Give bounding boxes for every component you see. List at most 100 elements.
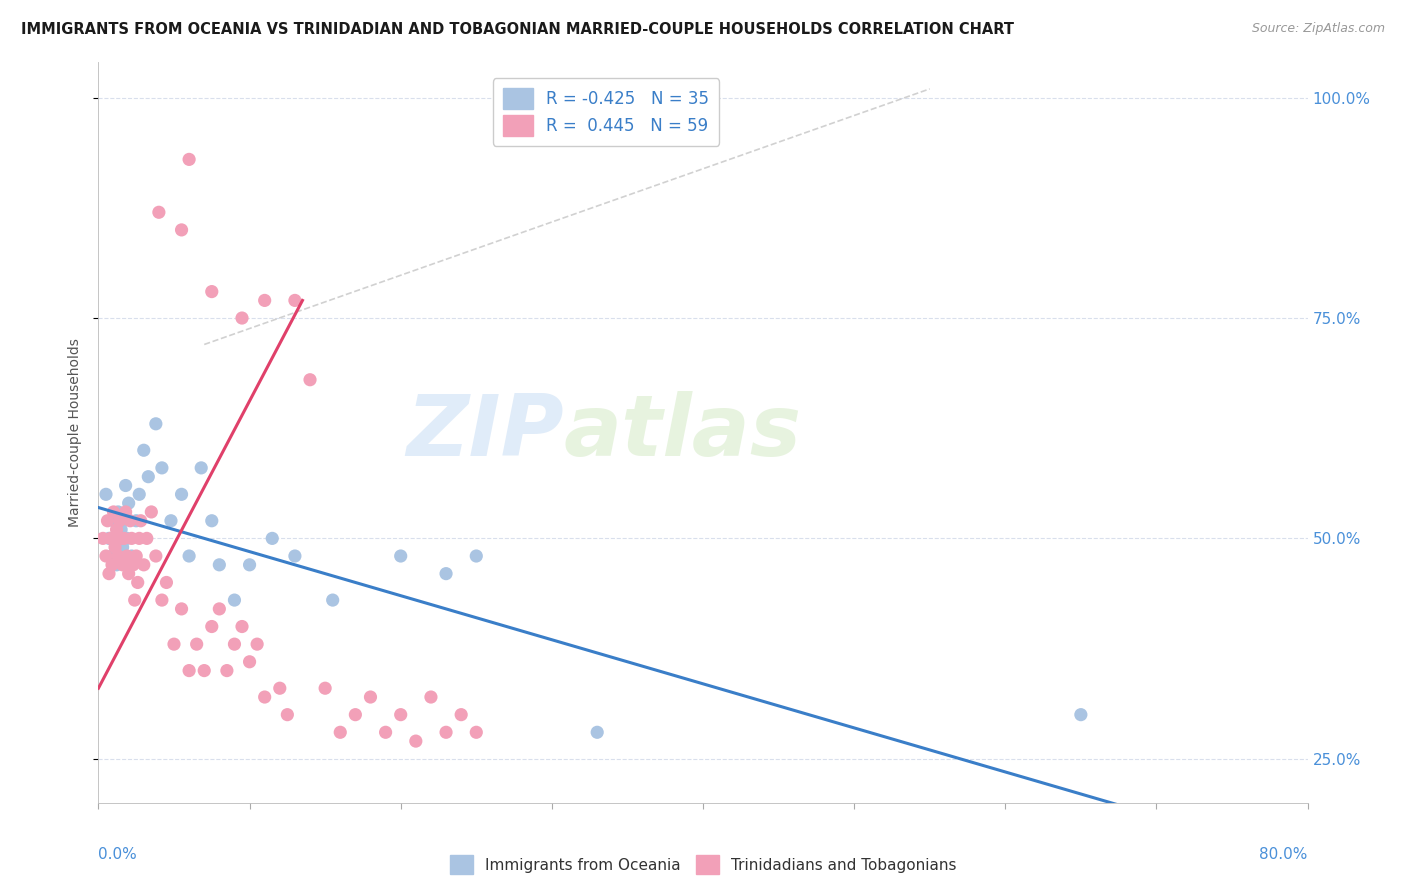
Point xyxy=(118,566,141,581)
Y-axis label: Married-couple Households: Married-couple Households xyxy=(69,338,83,527)
Point xyxy=(128,532,150,546)
Point xyxy=(201,619,224,633)
Point xyxy=(253,690,276,704)
Point xyxy=(224,593,246,607)
Point xyxy=(329,725,352,739)
Point xyxy=(179,153,201,167)
Point xyxy=(344,707,367,722)
Point xyxy=(299,373,322,387)
Text: 80.0%: 80.0% xyxy=(1260,847,1308,863)
Point xyxy=(450,707,472,722)
Point xyxy=(107,549,129,563)
Point xyxy=(127,575,149,590)
Point xyxy=(145,417,167,431)
Point xyxy=(103,514,125,528)
Point xyxy=(239,558,262,572)
Point xyxy=(465,725,488,739)
Point xyxy=(103,505,125,519)
Point xyxy=(114,478,136,492)
Point xyxy=(420,690,443,704)
Legend: R = -0.425   N = 35, R =  0.445   N = 59: R = -0.425 N = 35, R = 0.445 N = 59 xyxy=(494,78,720,145)
Point xyxy=(276,707,298,722)
Point xyxy=(170,223,193,237)
Point xyxy=(96,514,118,528)
Point xyxy=(239,655,262,669)
Point xyxy=(136,469,159,483)
Point xyxy=(110,532,132,546)
Point xyxy=(179,549,201,563)
Point xyxy=(434,725,457,739)
Point xyxy=(145,549,167,563)
Point xyxy=(112,532,135,546)
Point xyxy=(115,549,138,563)
Point xyxy=(101,558,124,572)
Text: ZIP: ZIP xyxy=(406,391,564,475)
Point xyxy=(91,532,114,546)
Point xyxy=(201,514,224,528)
Point xyxy=(186,637,208,651)
Point xyxy=(118,496,141,510)
Point xyxy=(434,566,457,581)
Point xyxy=(231,619,253,633)
Text: Source: ZipAtlas.com: Source: ZipAtlas.com xyxy=(1251,22,1385,36)
Point xyxy=(253,293,276,308)
Point xyxy=(121,532,143,546)
Point xyxy=(179,664,201,678)
Point xyxy=(111,558,134,572)
Point xyxy=(215,664,238,678)
Point xyxy=(155,575,177,590)
Point xyxy=(105,558,128,572)
Point xyxy=(98,532,121,546)
Point xyxy=(1267,831,1289,846)
Point xyxy=(94,549,117,563)
Point xyxy=(135,532,157,546)
Point xyxy=(114,505,136,519)
Point xyxy=(110,523,132,537)
Point xyxy=(284,293,307,308)
Point xyxy=(163,637,186,651)
Point xyxy=(208,602,231,616)
Point xyxy=(314,681,336,696)
Point xyxy=(201,285,224,299)
Point xyxy=(100,532,122,546)
Point xyxy=(94,487,117,501)
Point xyxy=(193,664,215,678)
Point xyxy=(129,514,152,528)
Text: atlas: atlas xyxy=(564,391,801,475)
Legend: Immigrants from Oceania, Trinidadians and Tobagonians: Immigrants from Oceania, Trinidadians an… xyxy=(443,849,963,880)
Point xyxy=(111,540,134,554)
Point xyxy=(98,566,121,581)
Point xyxy=(208,558,231,572)
Point xyxy=(224,637,246,651)
Point xyxy=(125,514,148,528)
Point xyxy=(389,549,412,563)
Point xyxy=(269,681,291,696)
Point xyxy=(322,593,344,607)
Point xyxy=(148,205,170,219)
Point xyxy=(190,461,212,475)
Point xyxy=(101,549,124,563)
Point xyxy=(150,593,173,607)
Point xyxy=(105,523,128,537)
Point xyxy=(132,558,155,572)
Point xyxy=(389,707,412,722)
Text: IMMIGRANTS FROM OCEANIA VS TRINIDADIAN AND TOBAGONIAN MARRIED-COUPLE HOUSEHOLDS : IMMIGRANTS FROM OCEANIA VS TRINIDADIAN A… xyxy=(21,22,1014,37)
Point xyxy=(107,505,129,519)
Point xyxy=(150,461,173,475)
Point xyxy=(104,540,127,554)
Point xyxy=(262,532,284,546)
Point xyxy=(125,549,148,563)
Point xyxy=(120,514,142,528)
Point xyxy=(374,725,396,739)
Point xyxy=(122,558,145,572)
Point xyxy=(108,514,131,528)
Point xyxy=(124,593,146,607)
Point xyxy=(141,505,163,519)
Point xyxy=(360,690,382,704)
Point xyxy=(160,514,183,528)
Point xyxy=(128,487,150,501)
Point xyxy=(1070,707,1092,722)
Point xyxy=(284,549,307,563)
Point xyxy=(115,532,138,546)
Point xyxy=(170,602,193,616)
